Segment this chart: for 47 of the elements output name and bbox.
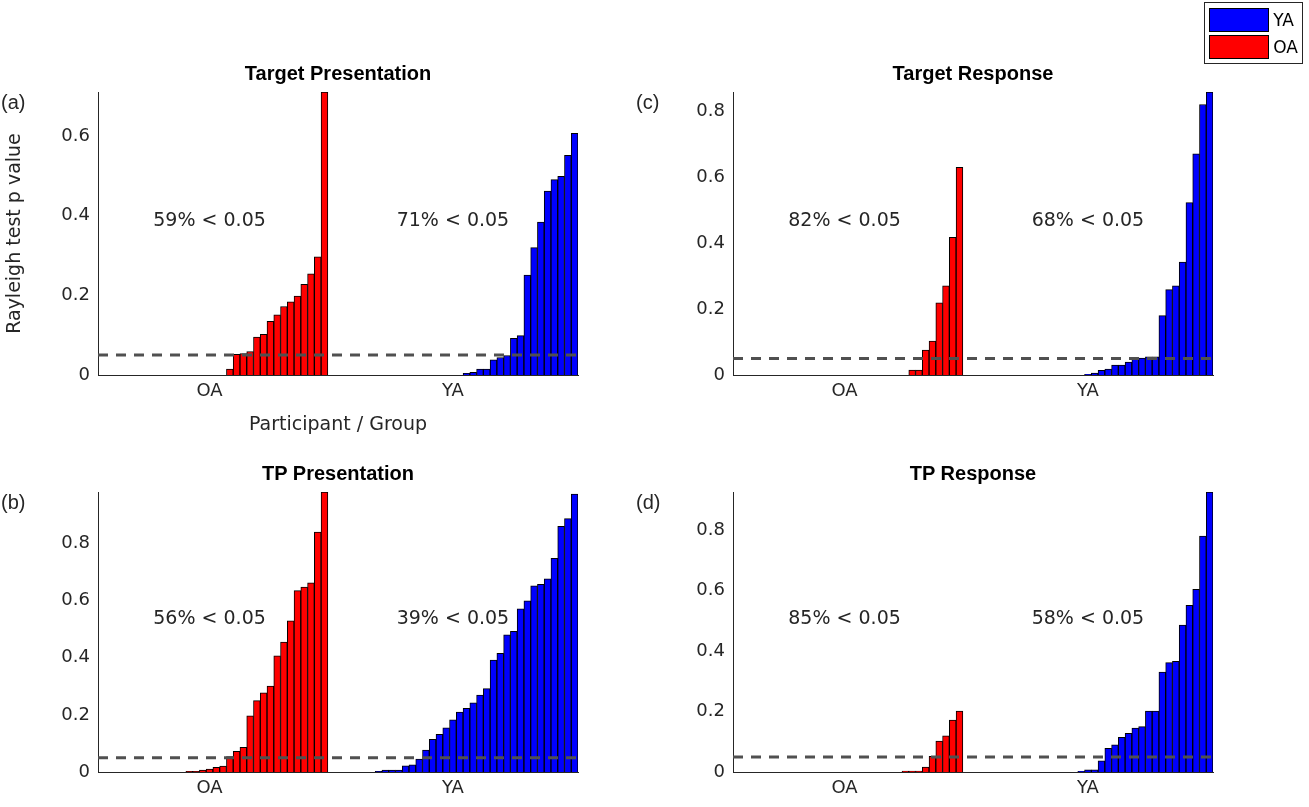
text: (b) <box>1 490 26 513</box>
y-tick-label: 0.4 <box>61 645 90 667</box>
x-tick-label: YA <box>1075 776 1100 798</box>
annotation: 85% < 0.05 <box>788 606 901 629</box>
y-tick-label: 0.2 <box>61 702 90 724</box>
y-axis-title: Rayleigh test p value <box>2 133 25 334</box>
x-tick-label: OA <box>831 379 859 401</box>
x-tick-label: OA <box>196 379 224 401</box>
y-tick-label: 0.6 <box>696 578 725 600</box>
y-tick-label: 0 <box>713 362 725 384</box>
text: (d) <box>636 490 661 513</box>
text: (c) <box>636 90 660 113</box>
y-tick-label: 0.2 <box>696 296 725 318</box>
y-tick-label: 0.8 <box>696 99 725 121</box>
y-tick-label: 0.4 <box>696 638 725 660</box>
chart-title: Target Response <box>892 61 1054 84</box>
x-tick-label: OA <box>831 776 859 798</box>
annotation: 56% < 0.05 <box>153 606 266 629</box>
x-tick-label: YA <box>1075 379 1100 401</box>
y-tick-label: 0.6 <box>61 588 90 610</box>
x-tick-label: OA <box>196 776 224 798</box>
annotation: 59% < 0.05 <box>153 207 266 230</box>
y-tick-label: 0.8 <box>61 531 90 553</box>
y-tick-label: 0.4 <box>696 230 725 252</box>
y-tick-label: 0.2 <box>61 283 90 305</box>
text: (a) <box>1 90 26 113</box>
chart-title: TP Presentation <box>262 461 414 484</box>
y-tick-label: 0.2 <box>696 699 725 721</box>
chart-title: Target Presentation <box>244 61 432 84</box>
annotation: 68% < 0.05 <box>1031 207 1145 230</box>
annotation: 58% < 0.05 <box>1031 606 1145 629</box>
x-axis-title: Participant / Group <box>248 411 428 434</box>
y-tick-label: 0.4 <box>61 203 90 225</box>
x-tick-label: YA <box>440 776 465 798</box>
y-tick-label: 0.8 <box>696 518 725 540</box>
y-tick-label: 0.6 <box>696 165 725 186</box>
annotation: 39% < 0.05 <box>396 606 510 629</box>
y-tick-label: 0 <box>78 362 90 384</box>
x-tick-label: YA <box>440 379 465 401</box>
legend-label: YA <box>1273 9 1294 30</box>
annotation: 71% < 0.05 <box>396 207 510 230</box>
y-tick-label: 0 <box>78 759 90 781</box>
legend-label: OA <box>1273 36 1298 57</box>
y-tick-label: 0.6 <box>61 123 90 145</box>
annotation: 82% < 0.05 <box>788 207 901 230</box>
y-tick-label: 0 <box>713 759 725 781</box>
chart-title: TP Response <box>909 461 1037 484</box>
